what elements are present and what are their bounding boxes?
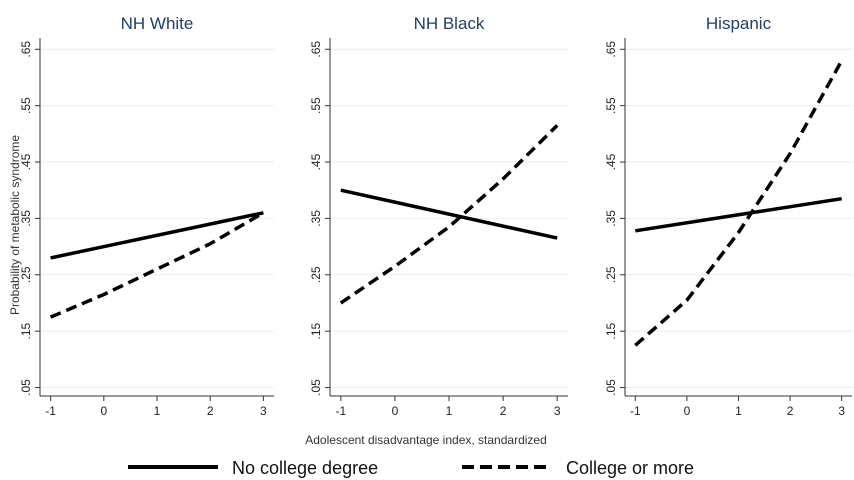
y-tick-label: .25: [309, 266, 323, 283]
x-axis-title: Adolescent disadvantage index, standardi…: [305, 433, 547, 447]
y-tick-label: .45: [19, 153, 33, 170]
x-tick-label: 0: [392, 404, 399, 418]
y-tick-label: .05: [19, 379, 33, 396]
x-tick-label: 0: [684, 404, 691, 418]
legend-label: College or more: [566, 458, 694, 478]
series-line-no-college-degree: [340, 188, 558, 240]
x-tick-label: 0: [100, 404, 107, 418]
x-tick-label: 1: [735, 404, 742, 418]
panel-title: NH White: [121, 14, 194, 33]
x-tick-label: 3: [260, 404, 267, 418]
y-tick-label: .35: [604, 210, 618, 227]
series-line-college-or-more: [634, 59, 844, 347]
y-tick-label: .65: [604, 41, 618, 58]
x-tick-label: 1: [154, 404, 161, 418]
y-tick-label: .35: [19, 210, 33, 227]
x-tick-label: 3: [554, 404, 561, 418]
x-tick-label: -1: [630, 404, 641, 418]
y-tick-label: .65: [309, 41, 323, 58]
legend-label: No college degree: [232, 458, 378, 478]
y-tick-label: .55: [604, 97, 618, 114]
series-line-college-or-more: [49, 211, 265, 319]
y-axis-title: Probability of metabolic syndrome: [8, 135, 22, 315]
y-tick-label: .35: [309, 210, 323, 227]
panel-title: Hispanic: [706, 14, 772, 33]
panel-title: NH Black: [414, 14, 485, 33]
y-tick-label: .15: [19, 323, 33, 340]
y-tick-label: .45: [309, 153, 323, 170]
y-tick-label: .25: [19, 266, 33, 283]
x-tick-label: 2: [787, 404, 794, 418]
y-tick-label: .05: [604, 379, 618, 396]
panel-1: NH White .05 .15 .25 .35 .45 .55 .65 -1 0 1 2 3: [19, 14, 274, 418]
x-tick-label: 1: [446, 404, 453, 418]
y-tick-label: .25: [604, 266, 618, 283]
y-tick-label: .05: [309, 379, 323, 396]
legend: No college degree College or more: [128, 458, 694, 478]
panel-2: NH Black .05 .15 .25 .35 .45 .55 .65 -1 0 1 2 3: [309, 14, 568, 418]
y-tick-label: .55: [19, 97, 33, 114]
x-tick-label: 3: [838, 404, 845, 418]
x-tick-label: -1: [335, 404, 346, 418]
x-tick-label: 2: [207, 404, 214, 418]
x-tick-label: 2: [500, 404, 507, 418]
panel-3: Hispanic .05 .15 .25 .35 .45 .55 .65 -1 0 1 2 3: [604, 14, 852, 418]
y-tick-label: .15: [309, 323, 323, 340]
y-tick-label: .65: [19, 41, 33, 58]
series-line-no-college-degree: [635, 196, 842, 233]
y-tick-label: .15: [604, 323, 618, 340]
series-line-college-or-more: [339, 124, 559, 305]
chart-panels: NH White.05.15.25.35.45.55.65-1 0 1 2 3NH Bl…: [19, 14, 852, 418]
x-tick-label: -1: [45, 404, 56, 418]
y-tick-label: .45: [604, 153, 618, 170]
series-line-no-college-degree: [50, 211, 264, 260]
y-tick-label: .55: [309, 97, 323, 114]
